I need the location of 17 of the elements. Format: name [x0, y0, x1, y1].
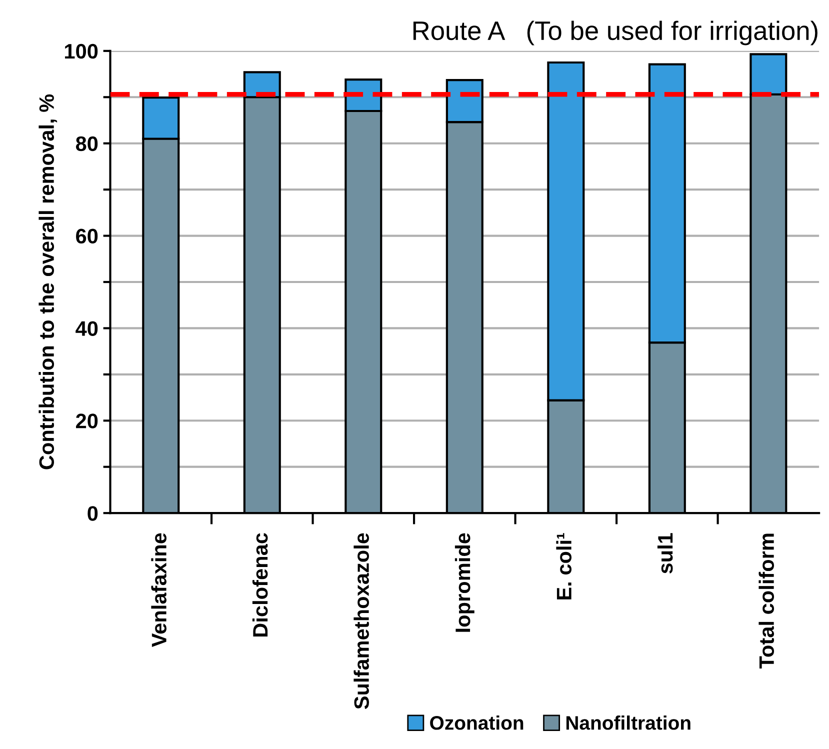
x-tick-label: Diclofenac: [252, 533, 268, 636]
x-tick-label: Sulfamethoxazole: [354, 533, 369, 710]
x-tick-label: Total coliform: [758, 534, 774, 668]
chart-title: Route A (To be used for irrigation): [413, 20, 818, 46]
x-tick-label: Venlafaxine: [151, 533, 166, 648]
y-tick-label: 60: [76, 228, 98, 244]
y-axis-title: Contribution to the overall removal, %: [38, 94, 58, 470]
y-tick-label: 0: [88, 506, 98, 521]
x-tick-label: Iopromide: [454, 533, 474, 632]
x-tick-label: sul1: [657, 533, 673, 574]
y-tick-label: 80: [76, 136, 98, 152]
y-tick-label: 40: [76, 321, 98, 336]
y-tick-label: 100: [65, 44, 98, 59]
x-tick-label: E. coli¹: [556, 533, 572, 600]
y-tick-label: 20: [76, 414, 98, 428]
legend-label: Ozonation: [430, 716, 524, 730]
legend-label: Nanofiltration: [566, 716, 690, 730]
